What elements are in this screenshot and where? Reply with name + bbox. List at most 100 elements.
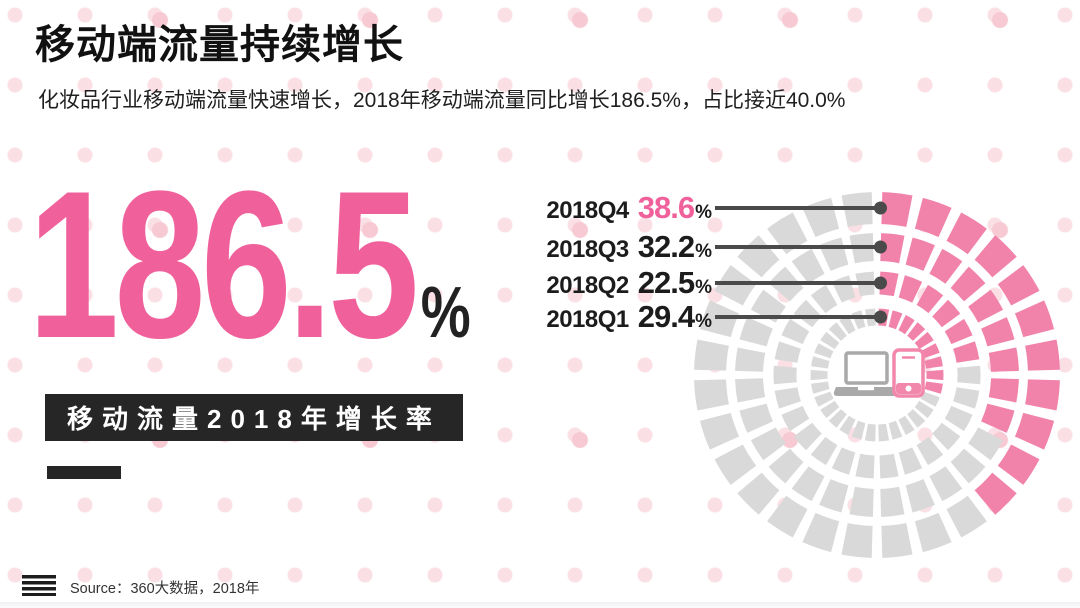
ring-segment xyxy=(774,341,801,363)
leader-line xyxy=(715,240,887,254)
ring-segment xyxy=(879,453,899,479)
ring-segment xyxy=(905,237,935,271)
quarter-name: 2018Q4 xyxy=(546,197,629,224)
leader-dot xyxy=(874,310,887,324)
ring-2018Q4 xyxy=(694,192,1060,558)
ring-segment xyxy=(974,472,1017,515)
ring-segment xyxy=(750,289,786,323)
ring-segment xyxy=(781,405,810,432)
quarter-unit: % xyxy=(695,311,712,332)
ring-segment xyxy=(878,423,890,442)
ring-segment xyxy=(735,347,766,372)
ring-segment xyxy=(1025,379,1060,411)
quarter-label-row: 2018Q2 22.5 % xyxy=(546,264,887,302)
leader-dot xyxy=(874,240,887,254)
ring-segment xyxy=(1014,300,1055,338)
ring-segment xyxy=(739,403,773,433)
ring-segment xyxy=(810,369,828,381)
ring-segment xyxy=(737,472,780,515)
ring-segment xyxy=(881,192,913,227)
ring-2018Q2 xyxy=(773,271,981,479)
ring-segment xyxy=(699,412,740,450)
ring-segment xyxy=(781,318,810,345)
ring-segment xyxy=(819,479,849,513)
ring-segment xyxy=(750,427,786,461)
quarter-unit: % xyxy=(695,241,712,262)
ring-segment xyxy=(831,447,856,475)
ring-segment xyxy=(880,233,905,264)
quarter-unit: % xyxy=(695,277,712,298)
ring-segment xyxy=(773,365,797,385)
ring-segment xyxy=(820,400,840,419)
ring-segment xyxy=(898,315,915,335)
ring-segment xyxy=(1025,339,1060,371)
ring-segment xyxy=(851,420,866,440)
ring-segment xyxy=(898,275,923,303)
ring-segment xyxy=(768,448,804,484)
quarter-name: 2018Q1 xyxy=(546,306,629,333)
ring-segment xyxy=(802,512,840,553)
leader-line xyxy=(715,310,887,324)
ring-segment xyxy=(968,289,1004,323)
ring-segment xyxy=(907,409,926,428)
ring-segment xyxy=(774,387,801,409)
ring-segment xyxy=(988,378,1019,403)
ring-segment xyxy=(926,369,944,381)
ring-segment xyxy=(920,343,940,359)
ring-segment xyxy=(814,343,834,359)
ring-segment xyxy=(767,495,808,538)
page-title: 移动端流量持续增长 xyxy=(35,23,404,67)
big-stat-unit: % xyxy=(420,273,471,353)
ring-segment xyxy=(791,248,825,284)
ring-segment xyxy=(950,266,986,302)
ring-segment xyxy=(957,365,981,385)
ring-segment xyxy=(881,523,913,558)
quarter-value: 32.2 xyxy=(637,229,695,264)
ring-segment xyxy=(814,391,834,407)
ring-segment xyxy=(694,379,729,411)
big-stat-value: 186.5 xyxy=(28,147,419,382)
ring-segment xyxy=(735,378,766,403)
ring-segment xyxy=(932,422,961,451)
ring-segment xyxy=(714,265,757,306)
ring-segment xyxy=(914,512,952,553)
smartphone-icon xyxy=(892,348,925,398)
quarter-value: 22.5 xyxy=(637,265,695,300)
ring-segment xyxy=(944,405,973,432)
ring-segment xyxy=(997,265,1040,306)
quarter-label-row: 2018Q1 29.4 % xyxy=(546,298,887,336)
ring-segment xyxy=(924,356,943,369)
ring-segment xyxy=(953,387,980,409)
ring-segment xyxy=(905,479,935,513)
ring-segment xyxy=(929,248,963,284)
ring-segment xyxy=(929,466,963,502)
ring-segment xyxy=(946,212,987,255)
ring-segment xyxy=(1014,412,1055,450)
ring-segment xyxy=(694,339,729,371)
ring-segment xyxy=(888,420,903,440)
quarter-value: 38.6 xyxy=(637,190,695,225)
ring-segment xyxy=(864,423,876,442)
source-text: Source：360大数据，2018年 xyxy=(70,581,260,597)
ring-segment xyxy=(767,212,808,255)
ring-segment xyxy=(914,197,952,238)
ring-segment xyxy=(888,310,903,330)
ring-segment xyxy=(793,299,822,328)
quarter-unit: % xyxy=(695,202,712,223)
ring-segment xyxy=(968,427,1004,461)
ring-segment xyxy=(811,381,830,394)
ring-segment xyxy=(981,403,1015,433)
ring-segment xyxy=(950,448,986,484)
ring-segment xyxy=(981,317,1015,347)
ring-segment xyxy=(841,523,873,558)
ring-segment xyxy=(946,495,987,538)
list-icon xyxy=(22,575,56,596)
ring-segment xyxy=(739,317,773,347)
ring-segment xyxy=(793,422,822,451)
quarter-value: 29.4 xyxy=(637,299,695,334)
leader-dot xyxy=(874,276,887,290)
ring-2018Q3 xyxy=(735,233,1019,517)
